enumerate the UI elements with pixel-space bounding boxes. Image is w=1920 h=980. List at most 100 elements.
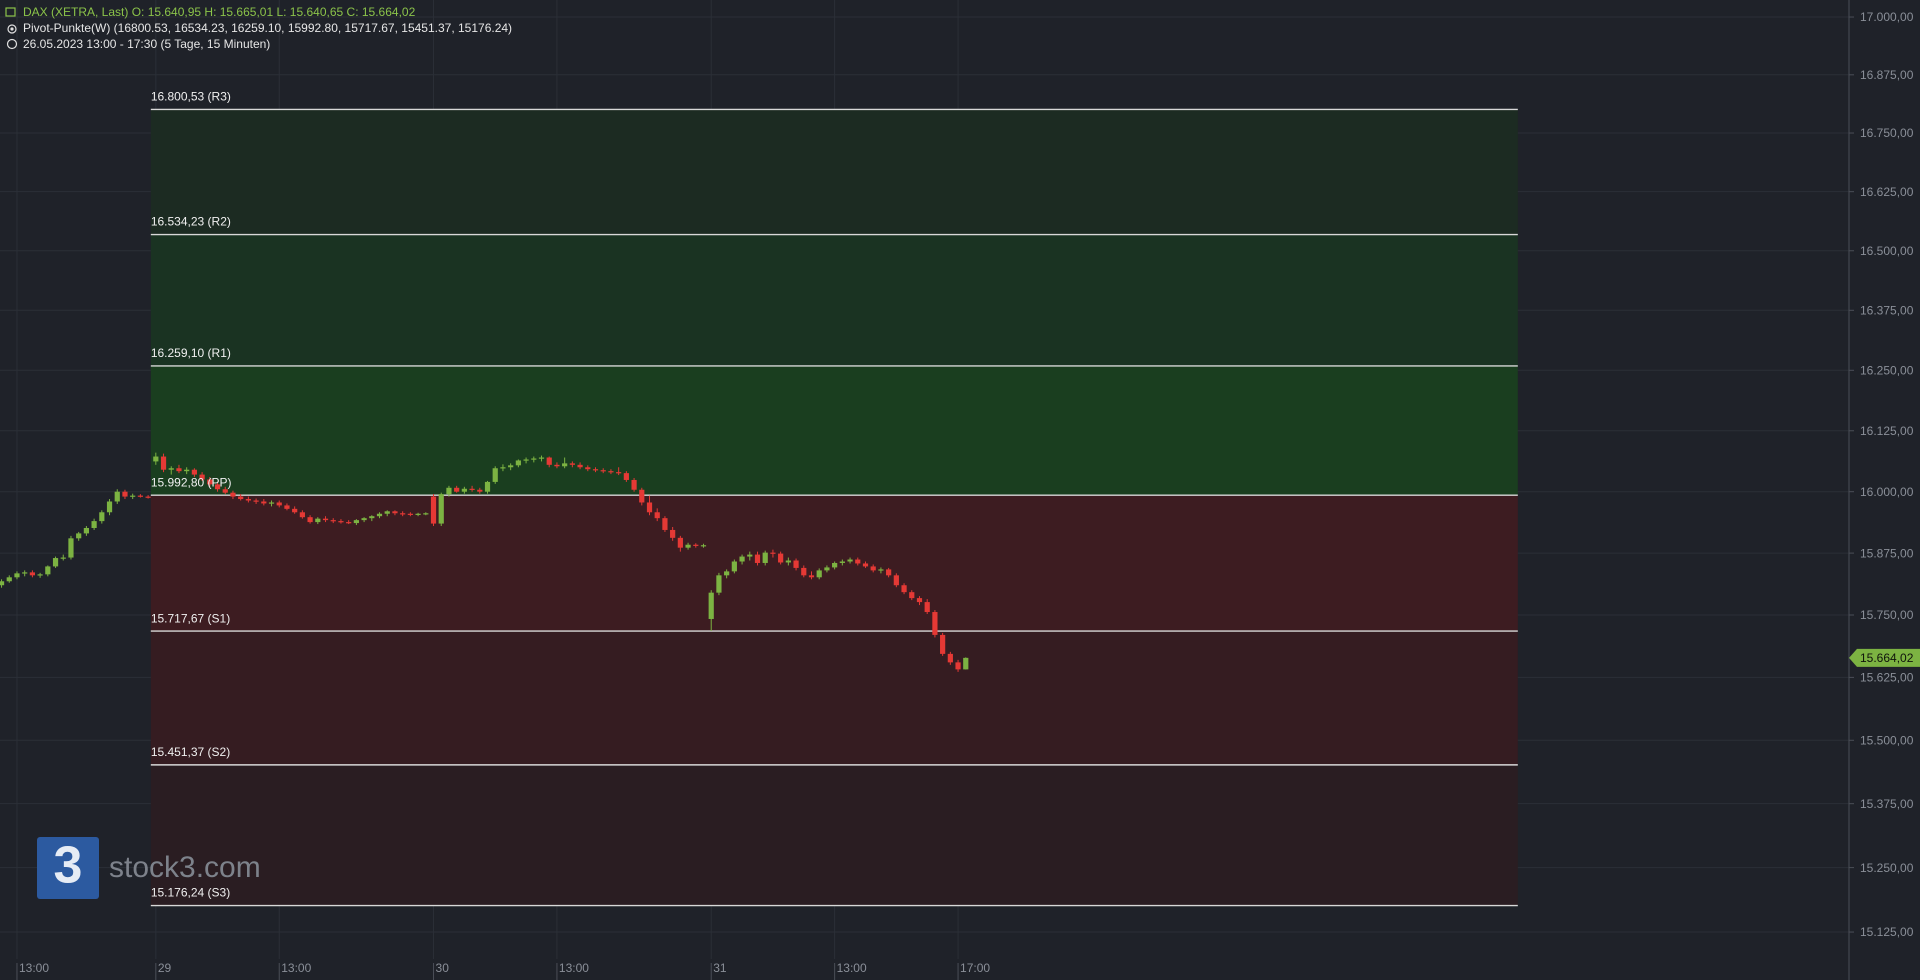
candle-body [153,456,159,462]
y-tick-label: 15.875,00 [1860,546,1914,560]
candle-body [886,569,892,576]
candle-body [245,499,251,501]
candle-body [932,612,938,635]
candle-body [731,561,737,572]
indicator-line: Pivot-Punkte(W) (16800.53, 16534.23, 162… [23,21,512,35]
candle-body [924,602,930,613]
pivot-zone [150,234,1518,366]
logo-mark: 3 [54,837,83,895]
x-tick-label: 13:00 [559,961,589,975]
candle-body [685,544,691,548]
candle-body [554,464,560,467]
candle-body [114,491,120,502]
candle-body [832,562,838,568]
candle-body [14,573,20,578]
candle-body [76,533,82,539]
candle-body [99,512,105,522]
pivot-label: 15.717,67 (S1) [151,611,230,625]
candle-body [870,566,876,571]
y-tick-label: 16.125,00 [1860,424,1914,438]
candle-body [963,657,969,670]
y-tick-label: 15.375,00 [1860,797,1914,811]
candle-body [68,538,74,558]
logo: 3 stock3.com [37,837,261,899]
y-tick-label: 15.750,00 [1860,608,1914,622]
candle-body [909,592,915,599]
candle-body [778,553,784,563]
candle-body [284,505,290,509]
candle-body [191,469,197,475]
candle-body [52,558,59,567]
x-tick-label: 17:00 [960,961,990,975]
candle-body [37,574,43,576]
candle-body [130,495,136,497]
candle-body [438,494,444,524]
candle-body [369,516,375,519]
candle-body [106,501,113,513]
candle-body [500,467,506,469]
candle-body [145,496,151,498]
candle-body [469,488,475,490]
candle-body [353,520,359,524]
candle-body [484,481,491,492]
pivot-label: 16.800,53 (R3) [151,90,231,104]
candle-body [693,544,699,546]
pivot-zone [150,764,1518,906]
candle-body [955,662,961,670]
candle-body [415,513,421,515]
candle-body [322,518,329,521]
candle-body [137,495,143,497]
candle-body [878,569,884,571]
candle-body [392,511,398,514]
instrument-line: DAX (XETRA, Last) O: 15.640,95 H: 15.665… [23,5,416,19]
candle-body [492,468,498,482]
candle-body [407,513,413,515]
last-price-label: 15.664,02 [1860,651,1914,665]
pivot-label: 15.451,37 (S2) [151,745,230,759]
y-tick-label: 15.250,00 [1860,861,1914,875]
candle-body [22,572,28,574]
candle-body [0,581,5,586]
logo-box [37,837,99,899]
candle-body [261,501,267,504]
candle-body [677,537,683,548]
candle-body [716,575,722,593]
candle-body [454,487,460,492]
pivot-zone [150,631,1518,765]
candle-body [793,560,799,568]
candle-body [616,472,622,474]
candle-body [654,512,660,519]
candle-body [60,557,66,559]
candle-body [461,488,467,492]
candle-body [384,511,390,514]
candle-body [577,464,583,468]
candle-body [83,527,89,534]
candle-body [562,463,568,467]
x-tick-label: 13:00 [281,961,311,975]
candle-body [523,459,529,461]
candle-body [122,491,128,497]
pivot-label: 16.534,23 (R2) [151,215,231,229]
y-tick-label: 15.125,00 [1860,925,1914,939]
candle-body [739,556,745,562]
candle-body [253,500,259,502]
pivot-zone [150,109,1518,235]
y-tick-label: 16.625,00 [1860,185,1914,199]
candle-body [585,467,591,470]
candle-body [947,653,953,663]
pivot-label: 15.176,24 (S3) [151,886,230,900]
candle-body [855,559,861,564]
logo-text: stock3.com [109,851,261,884]
candle-body [762,552,768,563]
candle-body [184,469,190,472]
candle-body [600,470,606,472]
last-price-tag [1849,648,1920,667]
chart-icon [5,7,16,17]
x-tick-label: 31 [713,961,727,975]
candle-body [569,463,575,465]
header: DAX (XETRA, Last) O: 15.640,95 H: 15.665… [5,5,512,51]
candle-body [901,585,907,593]
candle-body [292,508,298,513]
pivot-zones [150,108,1518,907]
